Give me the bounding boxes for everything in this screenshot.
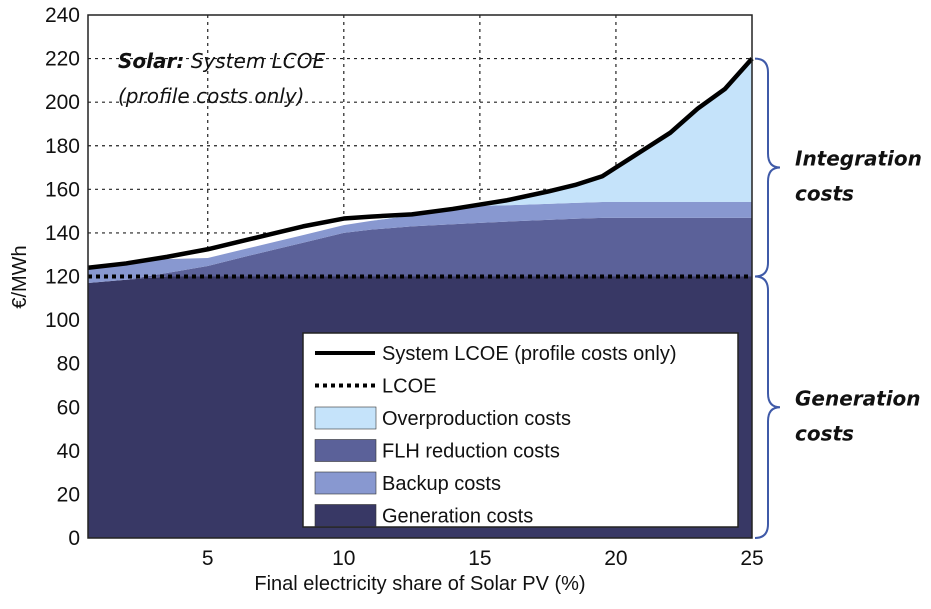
y-tick-labels: 0 20 40 60 80 100 120 140 160 180 200 220 240 bbox=[45, 4, 80, 550]
annotation-title: Solar: System LCOE bbox=[118, 49, 326, 73]
y-tick-label: 200 bbox=[45, 91, 80, 114]
legend-label: System LCOE (profile costs only) bbox=[382, 343, 677, 365]
braces: Integration costs Generation costs bbox=[754, 57, 922, 539]
y-tick-label: 0 bbox=[68, 527, 80, 550]
legend-label: Overproduction costs bbox=[382, 408, 571, 430]
y-tick-label: 120 bbox=[45, 266, 80, 289]
y-tick-label: 40 bbox=[57, 440, 80, 463]
legend-swatch-patch bbox=[314, 439, 377, 462]
y-axis-label: €/MWh bbox=[9, 245, 31, 308]
annotation-title-line2: (profile costs only) bbox=[118, 84, 304, 108]
x-tick-labels: 5 10 15 20 25 bbox=[202, 547, 764, 570]
y-tick-label: 60 bbox=[57, 396, 80, 419]
legend-label: Generation costs bbox=[382, 506, 533, 528]
y-tick-label: 80 bbox=[57, 353, 80, 376]
y-tick-label: 160 bbox=[45, 178, 80, 201]
y-tick-label: 180 bbox=[45, 135, 80, 158]
x-tick-label: 15 bbox=[468, 547, 491, 570]
y-tick-label: 240 bbox=[45, 4, 80, 27]
legend-swatch-patch bbox=[314, 504, 377, 527]
y-tick-label: 140 bbox=[45, 222, 80, 245]
line-system-lcoe-profile-costs-only- bbox=[87, 57, 754, 271]
plot-frame bbox=[87, 14, 753, 539]
brace bbox=[754, 57, 781, 278]
annotation-title-bold: Solar: bbox=[118, 49, 184, 73]
legend-swatch-patch bbox=[314, 406, 377, 430]
y-tick-label: 20 bbox=[57, 483, 80, 506]
brace bbox=[754, 275, 781, 539]
brace-label: costs bbox=[795, 182, 854, 206]
area-flh-reduction-costs bbox=[88, 217, 752, 284]
series-lines bbox=[87, 57, 754, 279]
x-tick-label: 20 bbox=[604, 547, 627, 570]
legend-box bbox=[302, 332, 739, 528]
legend-label: FLH reduction costs bbox=[382, 441, 560, 463]
x-axis-label: Final electricity share of Solar PV (%) bbox=[254, 573, 585, 595]
legend-label: LCOE bbox=[382, 376, 436, 398]
brace-label: Integration bbox=[795, 147, 922, 171]
y-tick-label: 220 bbox=[45, 48, 80, 71]
x-tick-label: 10 bbox=[332, 547, 355, 570]
legend-label: Backup costs bbox=[382, 473, 501, 495]
x-tick-label: 25 bbox=[740, 547, 763, 570]
annotation-title-rest: System LCOE bbox=[191, 49, 326, 73]
legend-swatch-patch bbox=[314, 471, 377, 495]
brace-label: costs bbox=[795, 421, 854, 445]
x-tick-label: 5 bbox=[202, 547, 214, 570]
y-tick-label: 100 bbox=[45, 309, 80, 332]
brace-label: Generation bbox=[795, 386, 921, 410]
legend: System LCOE (profile costs only) LCOE Over… bbox=[302, 332, 739, 528]
